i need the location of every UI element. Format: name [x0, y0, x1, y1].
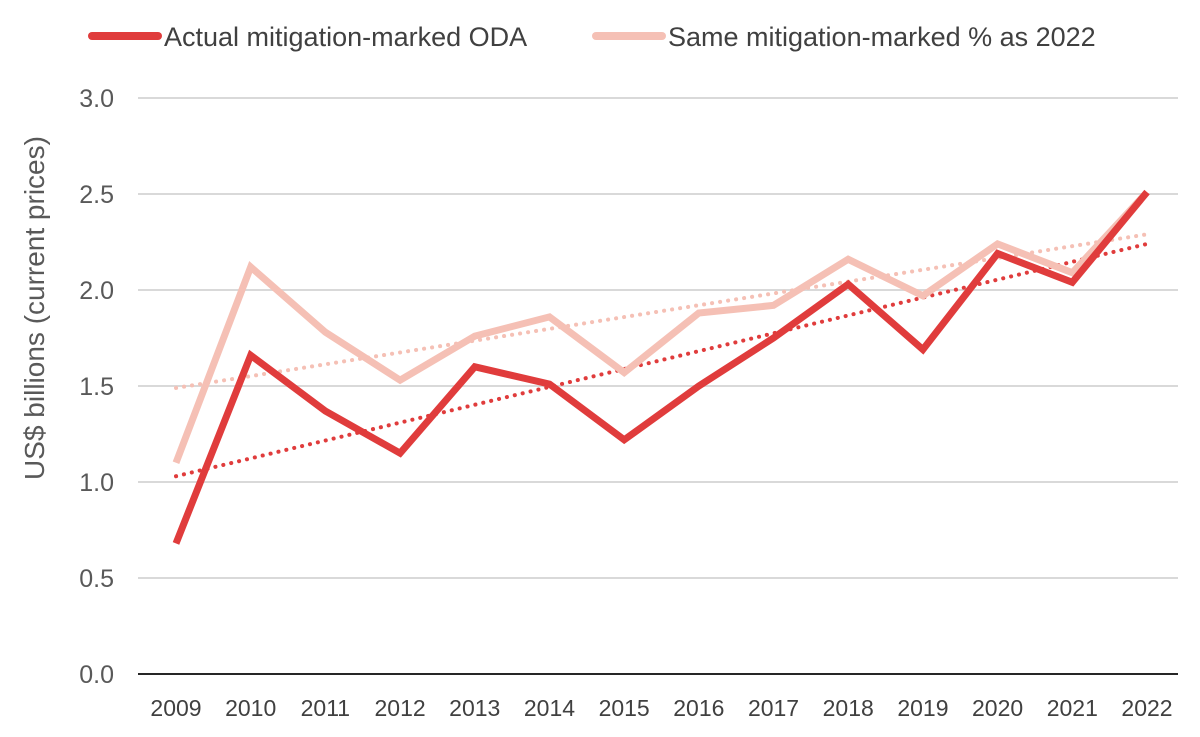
x-tick-label: 2016 — [673, 695, 724, 721]
y-tick-label: 2.0 — [79, 277, 114, 305]
legend-entry-actual: Actual mitigation-marked ODA — [88, 22, 527, 52]
x-tick-label: 2011 — [301, 695, 350, 721]
y-axis-tick-labels: 0.0 0.5 1.0 1.5 2.0 2.5 3.0 — [79, 85, 114, 689]
series-line-same-percent — [172, 189, 1150, 465]
x-tick-label: 2019 — [897, 695, 948, 721]
x-tick-label: 2010 — [225, 695, 276, 721]
x-tick-label: 2022 — [1121, 695, 1172, 721]
legend-label-actual: Actual mitigation-marked ODA — [164, 22, 527, 52]
x-tick-label: 2020 — [972, 695, 1023, 721]
x-tick-label: 2013 — [449, 695, 500, 721]
trendline-actual — [174, 241, 1149, 479]
x-axis-tick-labels: 2009 2010 2011 2012 2013 2014 2015 2016 2017 2018… — [150, 695, 1172, 721]
x-tick-label: 2021 — [1047, 695, 1098, 721]
y-tick-label: 1.5 — [79, 373, 114, 401]
x-tick-label: 2014 — [524, 695, 575, 721]
y-tick-label: 2.5 — [79, 181, 114, 209]
x-tick-label: 2009 — [150, 695, 201, 721]
y-tick-label: 1.0 — [79, 469, 114, 497]
series-line-actual — [172, 189, 1150, 545]
y-tick-label: 0.5 — [79, 565, 114, 593]
y-tick-label: 3.0 — [79, 85, 114, 113]
x-tick-label: 2015 — [599, 695, 650, 721]
y-tick-label: 0.0 — [79, 661, 114, 689]
trendline-same-percent — [174, 232, 1149, 390]
trendlines — [174, 232, 1149, 479]
x-tick-label: 2012 — [374, 695, 425, 721]
legend: Actual mitigation-marked ODA Same mitiga… — [88, 22, 1096, 52]
legend-label-same-percent: Same mitigation-marked % as 2022 — [668, 22, 1096, 52]
x-tick-label: 2017 — [748, 695, 799, 721]
gridlines — [138, 97, 1178, 579]
legend-entry-same-percent: Same mitigation-marked % as 2022 — [592, 22, 1096, 52]
series-lines — [172, 189, 1150, 545]
x-tick-label: 2018 — [823, 695, 874, 721]
y-axis-title: US$ billions (current prices) — [19, 136, 50, 480]
